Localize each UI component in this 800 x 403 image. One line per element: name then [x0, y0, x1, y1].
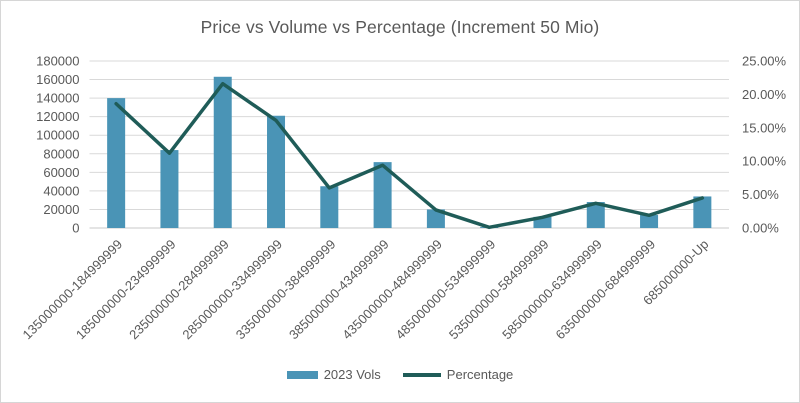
legend-label-percentage: Percentage — [446, 367, 514, 382]
x-axis-category-label: 185000000-234999999 — [73, 237, 179, 343]
x-axis-category-label: 285000000-334999999 — [179, 237, 285, 343]
right-axis-tick-label: 10.00% — [742, 154, 787, 169]
x-axis-category-label: 435000000-484999999 — [339, 237, 445, 343]
chart-legend: 2023 Vols Percentage — [1, 367, 799, 382]
left-axis-tick-label: 160000 — [36, 72, 79, 87]
bar-8 — [533, 216, 552, 228]
right-axis-tick-label: 5.00% — [742, 187, 779, 202]
left-axis-tick-label: 80000 — [43, 146, 79, 161]
right-axis-tick-label: 0.00% — [742, 221, 779, 236]
bar-3 — [267, 115, 286, 228]
bar-11 — [693, 196, 712, 228]
x-axis-category-label: 585000000-634999999 — [499, 237, 605, 343]
bar-6 — [426, 209, 445, 228]
legend-item-percentage: Percentage — [402, 367, 514, 382]
left-axis-tick-label: 40000 — [43, 183, 79, 198]
left-axis-tick-label: 20000 — [43, 202, 79, 217]
left-axis-tick-label: 0 — [72, 221, 79, 236]
legend-item-2023-vols: 2023 Vols — [286, 367, 381, 382]
right-axis-tick-label: 20.00% — [742, 87, 787, 102]
x-axis-category-label: 235000000-284999999 — [126, 237, 232, 343]
bar-2 — [213, 76, 232, 229]
percentage-line — [114, 81, 705, 230]
right-axis-tick-label: 15.00% — [742, 120, 787, 135]
legend-line-swatch-icon — [402, 372, 441, 377]
chart-title: Price vs Volume vs Percentage (Increment… — [200, 17, 600, 37]
legend-bar-swatch-icon — [286, 370, 318, 379]
bar-9 — [586, 202, 605, 228]
bar-5 — [373, 162, 392, 228]
bar-4 — [320, 186, 339, 228]
x-axis-category-label: 535000000-584999999 — [446, 237, 552, 343]
left-axis-tick-label: 120000 — [36, 109, 79, 124]
left-axis-tick-label: 100000 — [36, 128, 79, 143]
legend-label-2023-vols: 2023 Vols — [323, 367, 381, 382]
x-axis-category-label: 635000000-684999999 — [552, 237, 658, 343]
x-axis-category-label: 485000000-534999999 — [393, 237, 499, 343]
left-axis-tick-label: 140000 — [36, 91, 79, 106]
right-axis-tick-label: 25.00% — [742, 54, 787, 69]
bar-0 — [107, 98, 126, 228]
x-axis-category-label: 135000000-184999999 — [20, 237, 126, 343]
x-axis-category-label: 335000000-384999999 — [233, 237, 339, 343]
bar-1 — [160, 150, 179, 228]
bar-10 — [640, 215, 659, 228]
left-axis-tick-label: 180000 — [36, 54, 79, 69]
left-axis-tick-label: 60000 — [43, 165, 79, 180]
x-axis-category-label: 385000000-434999999 — [286, 237, 392, 343]
